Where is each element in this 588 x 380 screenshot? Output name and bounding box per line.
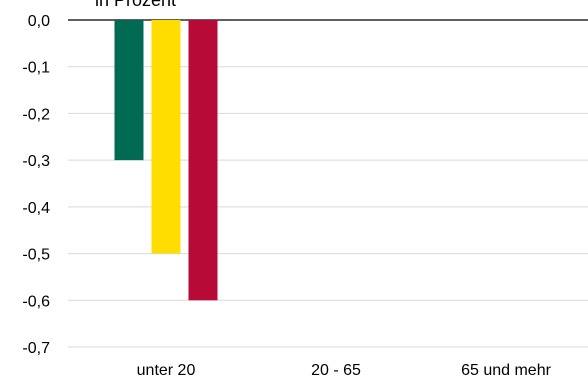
y-tick-label: -0,3 <box>22 153 50 170</box>
y-axis-tick-labels: 0,0 -0,1 -0,2 -0,3 -0,4 -0,5 -0,6 -0,7 <box>22 13 50 357</box>
gridlines <box>68 19 588 348</box>
y-tick-label: -0,4 <box>22 200 50 217</box>
y-tick-label: -0,1 <box>22 60 50 77</box>
bar <box>188 20 218 301</box>
unit-label: in Prozent <box>95 0 176 10</box>
x-axis-category-labels: unter 20 20 - 65 65 und mehr <box>137 362 552 379</box>
y-tick-label: -0,2 <box>22 106 50 123</box>
y-tick-label: -0,6 <box>22 293 50 310</box>
bars <box>114 20 218 301</box>
y-tick-label: -0,7 <box>22 340 50 357</box>
bar <box>114 20 144 161</box>
x-category-label: 20 - 65 <box>311 362 361 379</box>
bar <box>151 20 181 254</box>
x-category-label: unter 20 <box>137 362 196 379</box>
x-category-label: 65 und mehr <box>461 362 552 379</box>
y-tick-label: 0,0 <box>28 13 50 30</box>
y-tick-label: -0,5 <box>22 247 50 264</box>
